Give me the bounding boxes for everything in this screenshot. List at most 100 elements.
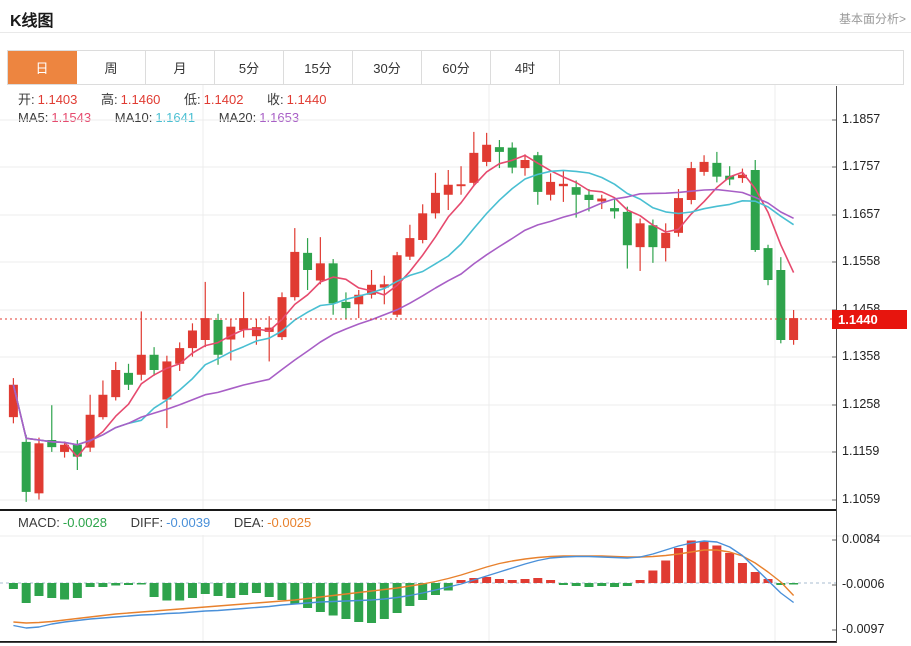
tab-30分[interactable]: 30分 bbox=[353, 51, 422, 84]
candle-body bbox=[290, 251, 300, 298]
candle-body bbox=[200, 318, 210, 340]
candle-body bbox=[354, 294, 364, 305]
macd-axis-label: -0.0006 bbox=[842, 577, 885, 591]
candle-body bbox=[8, 384, 18, 418]
candle-body bbox=[571, 187, 581, 195]
panel-separator bbox=[0, 509, 837, 511]
macd-bar bbox=[622, 583, 632, 586]
candle-body bbox=[149, 354, 159, 370]
low-value: 低: 1.1402 bbox=[184, 92, 244, 107]
macd-bar bbox=[635, 580, 645, 583]
macd-bar bbox=[725, 553, 735, 583]
candle-body bbox=[213, 320, 223, 355]
macd-bar bbox=[482, 577, 492, 583]
tabbar-filler bbox=[560, 51, 903, 84]
macd-bar bbox=[405, 583, 415, 606]
macd-bar bbox=[379, 583, 389, 619]
macd-bar bbox=[328, 583, 338, 616]
candle-body bbox=[277, 297, 287, 338]
macd-chart[interactable] bbox=[0, 535, 911, 643]
candle-body bbox=[175, 348, 185, 364]
macd-bar bbox=[226, 583, 236, 598]
candle-body bbox=[47, 440, 57, 448]
tab-日[interactable]: 日 bbox=[8, 51, 77, 84]
macd-bar bbox=[520, 579, 530, 583]
tab-4时[interactable]: 4时 bbox=[491, 51, 560, 84]
macd-bar bbox=[456, 580, 466, 583]
macd-bar bbox=[21, 583, 31, 603]
macd-bar bbox=[597, 583, 607, 586]
candle-body bbox=[737, 174, 747, 179]
macd-bar bbox=[187, 583, 197, 598]
candle-body bbox=[469, 152, 479, 183]
macd-histogram bbox=[8, 540, 799, 623]
tab-月[interactable]: 月 bbox=[146, 51, 215, 84]
macd-bar bbox=[750, 572, 760, 583]
tab-60分[interactable]: 60分 bbox=[422, 51, 491, 84]
candle-body bbox=[750, 170, 760, 250]
candle-body bbox=[597, 198, 607, 202]
macd-bar bbox=[175, 583, 185, 601]
macd-axis-label: 0.0084 bbox=[842, 532, 881, 546]
macd-bar bbox=[60, 583, 70, 600]
macd-bar bbox=[8, 583, 18, 589]
macd-axis-label: -0.0097 bbox=[842, 622, 885, 636]
macd-bar bbox=[789, 583, 799, 585]
macd-bar bbox=[277, 583, 287, 600]
current-price-badge: 1.1440 bbox=[832, 310, 907, 329]
macd-bar bbox=[430, 583, 440, 595]
macd-bar bbox=[571, 583, 581, 586]
candle-body bbox=[315, 263, 325, 281]
candle-body bbox=[98, 394, 108, 418]
timeframe-tabbar: 日周月 5分 15分 30分 60分 4时 bbox=[7, 50, 904, 85]
macd-bar bbox=[162, 583, 172, 601]
dea-line bbox=[13, 549, 795, 624]
candle-body bbox=[21, 441, 31, 492]
macd-bar bbox=[367, 583, 377, 623]
candle-body bbox=[60, 444, 70, 452]
candle-body bbox=[226, 326, 236, 340]
price-axis-label: 1.1258 bbox=[842, 397, 881, 411]
candle-body bbox=[712, 162, 722, 177]
candle-body bbox=[379, 284, 389, 288]
macd-bar bbox=[737, 563, 747, 583]
candle-body bbox=[673, 198, 683, 233]
tab-5分[interactable]: 5分 bbox=[215, 51, 284, 84]
price-axis-label: 1.1757 bbox=[842, 159, 881, 173]
candle-body bbox=[430, 192, 440, 214]
macd-bar bbox=[661, 560, 671, 583]
candle-body bbox=[533, 155, 543, 192]
candle-body bbox=[162, 361, 172, 400]
macd-bar bbox=[136, 583, 146, 585]
macd-bar bbox=[239, 583, 249, 595]
high-value: 高: 1.1460 bbox=[101, 92, 161, 107]
candle-body bbox=[546, 181, 556, 195]
price-axis-label: 1.1358 bbox=[842, 349, 881, 363]
candle-body bbox=[34, 443, 44, 494]
candle-body bbox=[251, 327, 261, 337]
candle-body bbox=[789, 318, 799, 340]
macd-bar bbox=[507, 580, 517, 583]
macd-bottom-axis bbox=[0, 641, 837, 643]
candlestick-chart[interactable] bbox=[0, 85, 911, 511]
ma5-value: MA5: 1.1543 bbox=[18, 110, 92, 125]
ma-legend: MA5: 1.1543 MA10: 1.1641 MA20: 1.1653 bbox=[18, 110, 319, 125]
candle-body bbox=[584, 194, 594, 200]
ma20-line bbox=[12, 188, 794, 446]
macd-bar bbox=[610, 583, 620, 587]
macd-bar bbox=[546, 580, 556, 583]
macd-bar bbox=[303, 583, 313, 608]
macd-bar bbox=[111, 583, 121, 586]
tab-15分[interactable]: 15分 bbox=[284, 51, 353, 84]
macd-bar bbox=[712, 545, 722, 583]
candle-body bbox=[341, 301, 351, 309]
candle-body bbox=[699, 161, 709, 172]
candle-body bbox=[136, 354, 146, 375]
fundamental-analysis-link[interactable]: 基本面分析> bbox=[838, 12, 906, 26]
tab-周[interactable]: 周 bbox=[77, 51, 146, 84]
candle-body bbox=[494, 147, 504, 152]
candle-body bbox=[776, 270, 786, 340]
macd-bar bbox=[98, 583, 108, 587]
macd-bar bbox=[264, 583, 274, 597]
